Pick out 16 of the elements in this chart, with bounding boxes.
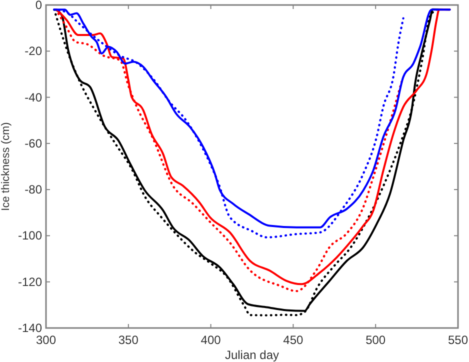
y-tick-label: 0 bbox=[35, 0, 42, 12]
x-tick-label: 450 bbox=[283, 333, 304, 347]
x-tick-label: 500 bbox=[366, 333, 386, 347]
y-tick-label: -20 bbox=[24, 44, 42, 58]
x-tick-label: 350 bbox=[118, 333, 139, 347]
y-tick-label: -140 bbox=[18, 321, 42, 335]
y-tick-label: -60 bbox=[24, 136, 42, 150]
y-tick-label: -120 bbox=[18, 274, 42, 289]
x-tick-label: 550 bbox=[448, 333, 468, 347]
x-tick-label: 400 bbox=[200, 333, 222, 347]
y-tick-label: -40 bbox=[24, 90, 42, 104]
x-tick-label: 300 bbox=[36, 333, 56, 347]
x-axis-title: Julian day bbox=[224, 348, 280, 362]
y-axis-title: Ice thickness (cm) bbox=[0, 122, 12, 211]
y-tick-label: -100 bbox=[18, 228, 42, 243]
y-tick-label: -80 bbox=[24, 182, 42, 197]
